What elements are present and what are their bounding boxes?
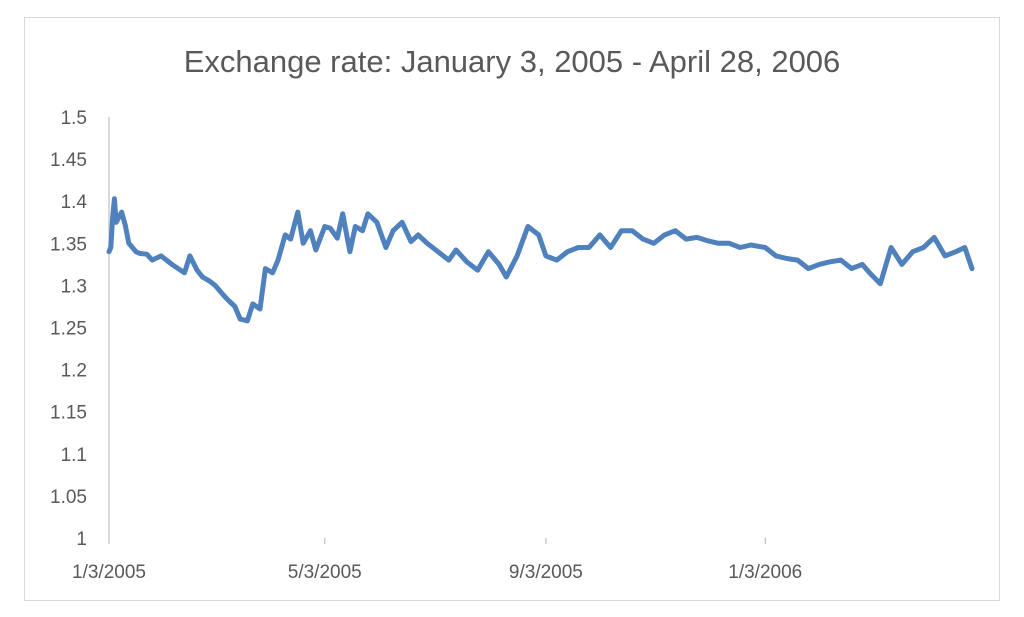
chart-frame	[24, 17, 1000, 601]
y-axis-ticks: 1 1.05 1.1 1.15 1.2 1.25 1.3 1.35 1.4 1.45 1.5	[50, 108, 87, 550]
y-tick-label: 1	[76, 529, 87, 550]
y-tick-label: 1.45	[50, 150, 87, 171]
y-tick-label: 1.5	[61, 108, 87, 129]
y-tick-label: 1.1	[61, 445, 87, 466]
x-tick-label: 1/3/2006	[728, 562, 802, 583]
chart-title: Exchange rate: January 3, 2005 - April 2…	[183, 44, 841, 79]
y-tick-label: 1.05	[50, 487, 87, 508]
x-tick-label: 1/3/2005	[72, 562, 146, 583]
series-line	[106, 196, 975, 324]
y-tick-label: 1.3	[61, 276, 87, 297]
x-tick-label: 9/3/2005	[509, 562, 583, 583]
x-axis-ticks: 1/3/2005 5/3/2005 9/3/2005 1/3/2006	[72, 538, 802, 583]
x-tick-label: 5/3/2005	[288, 562, 362, 583]
y-tick-label: 1.15	[50, 403, 87, 424]
y-tick-label: 1.2	[61, 361, 87, 382]
y-tick-label: 1.4	[61, 192, 88, 213]
y-tick-label: 1.25	[50, 319, 87, 340]
y-tick-label: 1.35	[50, 234, 87, 255]
